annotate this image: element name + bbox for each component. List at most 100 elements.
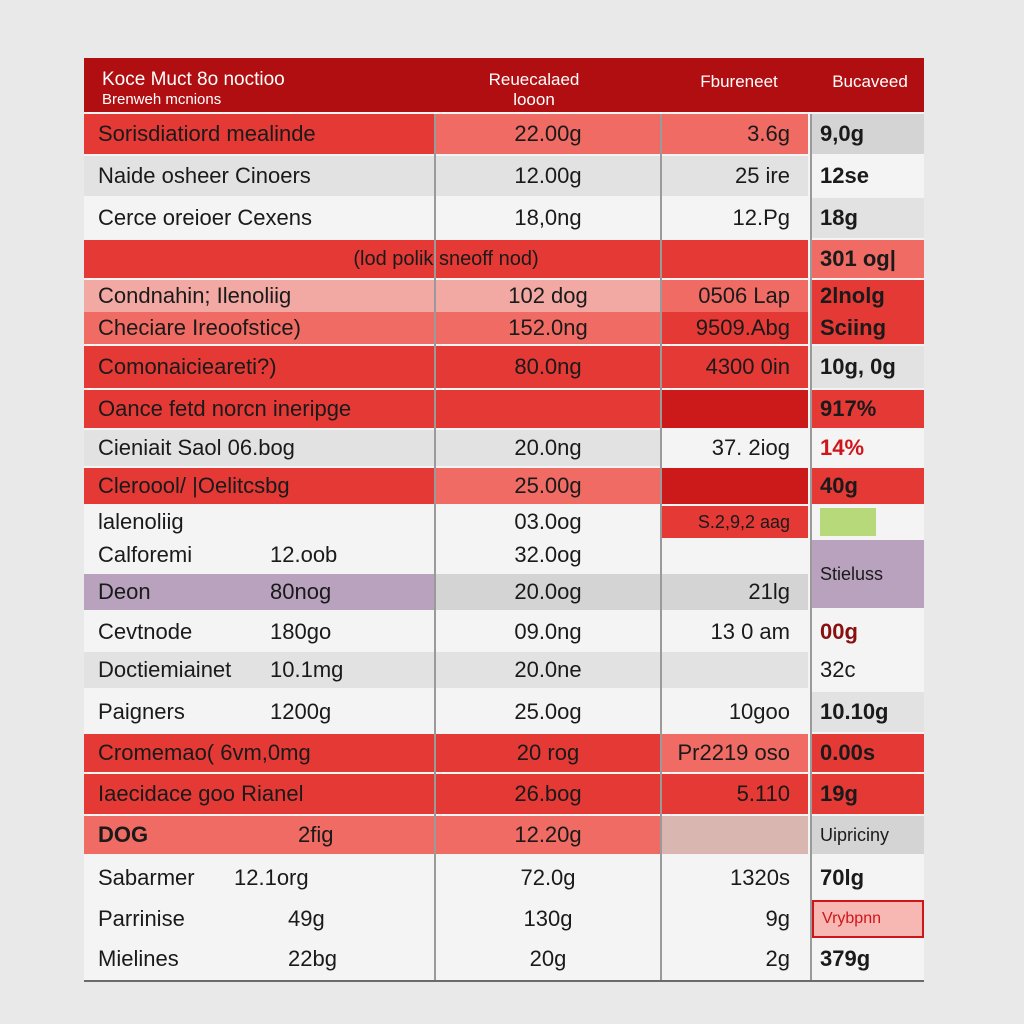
- row-label: Deon 80nog: [84, 574, 434, 610]
- row-label: Cromemao( 6vm,0mg: [84, 734, 434, 772]
- row-value: 20.0ng: [436, 430, 660, 466]
- row-value: 25.0og: [436, 692, 660, 732]
- table-row: Comonaicieareti?) 80.0ng 4300 0in 10g, 0…: [84, 346, 924, 388]
- row-value: 3.6g: [662, 114, 808, 154]
- row-label: Iaecidace goo Rianel: [84, 774, 434, 814]
- table-row: Cleroool/ |Oelitcsbg 25.00g 40g: [84, 468, 924, 504]
- row-value: [662, 816, 808, 854]
- row-value: [662, 468, 808, 504]
- section-row: (lod polik sneoff nod) 301 og|: [84, 240, 924, 278]
- row-label: Cieniait Saol 06.bog: [84, 430, 434, 466]
- row-value: Sciing: [812, 312, 924, 344]
- row-label: Cevtnode 180go: [84, 614, 434, 650]
- table-header: Koce Muct 8o noctioo Brenweh mcnions Reu…: [84, 58, 924, 112]
- header-col2: Reuecalaed looon: [488, 70, 580, 109]
- row-value: 20.0og: [436, 574, 660, 610]
- row-value: 09.0ng: [436, 614, 660, 650]
- table-row: Condnahin; Ilenoliig 102 dog 0506 Lap 2l…: [84, 280, 924, 312]
- table-row: Cieniait Saol 06.bog 20.0ng 37. 2iog 14%: [84, 430, 924, 466]
- status-badge: Uipriciny: [812, 816, 924, 854]
- row-value: [662, 652, 808, 688]
- row-value: 9g: [662, 900, 808, 938]
- row-label: Checiare Ireoofstice): [84, 312, 434, 344]
- row-value: 03.0og: [436, 506, 660, 538]
- table-row: Checiare Ireoofstice) 152.0ng 9509.Abg S…: [84, 312, 924, 344]
- header-col1: Koce Muct 8o noctioo: [102, 69, 285, 90]
- row-label: lalenoliig: [84, 506, 434, 538]
- row-value: 13 0 am: [662, 614, 808, 650]
- row-value: 80.0ng: [436, 346, 660, 388]
- row-label: Paigners 1200g: [84, 692, 434, 732]
- row-label: Sabarmer 12.1org: [84, 858, 434, 898]
- table-row: Naide osheer Cinoers 12.00g 25 ire 12se: [84, 156, 924, 196]
- row-label: Mielines 22bg: [84, 940, 434, 978]
- row-value: 21lg: [662, 574, 808, 610]
- row-label: Cleroool/ |Oelitcsbg: [84, 468, 434, 504]
- row-value: 37. 2iog: [662, 430, 808, 466]
- row-label: Sorisdiatiord mealinde: [84, 114, 434, 154]
- row-value: 22.00g: [436, 114, 660, 154]
- column-divider: [660, 114, 662, 980]
- status-badge: Stieluss: [812, 540, 924, 608]
- row-value: 12.Pg: [662, 198, 808, 238]
- row-label: Cerce oreioer Cexens: [84, 198, 434, 238]
- row-value: 2g: [662, 940, 808, 978]
- row-value: 379g: [812, 940, 924, 978]
- row-value: 40g: [812, 468, 924, 504]
- table-row: Deon 80nog 20.0og 21lg: [84, 574, 924, 610]
- row-label: Naide osheer Cinoers: [84, 156, 434, 196]
- row-value: 20g: [436, 940, 660, 978]
- row-value: 18,0ng: [436, 198, 660, 238]
- row-value: 0506 Lap: [662, 280, 808, 312]
- row-value: 10.10g: [812, 692, 924, 732]
- table-row: Doctiemiainet 10.1mg 20.0ne 32c: [84, 652, 924, 688]
- row-value: Pr2219 oso: [662, 734, 808, 772]
- row-value: 32.0og: [436, 538, 660, 572]
- row-value: 152.0ng: [436, 312, 660, 344]
- table-row: Cromemao( 6vm,0mg 20 rog Pr2219 oso 0.00…: [84, 734, 924, 772]
- header-col3: Fbureneet: [700, 72, 778, 91]
- row-value: [812, 506, 924, 538]
- row-label: DOG 2fig: [84, 816, 434, 854]
- section-row: Oance fetd norcn ineripge 917%: [84, 390, 924, 428]
- row-value: 25 ire: [662, 156, 808, 196]
- section-title: (lod polik sneoff nod): [84, 240, 808, 278]
- row-value: 70lg: [812, 858, 924, 898]
- row-value: 4300 0in: [662, 346, 808, 388]
- row-label: Condnahin; Ilenoliig: [84, 280, 434, 312]
- table-row: Parrinise 49g 130g 9g Vrybpnn: [84, 900, 924, 938]
- row-label: Calforemi 12.oob: [84, 538, 434, 572]
- row-value: S.2,9,2 aag: [662, 506, 808, 538]
- table-row: Sorisdiatiord mealinde 22.00g 3.6g 9,0g: [84, 114, 924, 154]
- nutrition-table: Koce Muct 8o noctioo Brenweh mcnions Reu…: [84, 58, 924, 982]
- table-row: DOG 2fig 12.20g Uipriciny: [84, 816, 924, 854]
- column-divider: [810, 114, 812, 980]
- row-value: 12.20g: [436, 816, 660, 854]
- table-bottom-rule: [84, 980, 924, 982]
- row-label: Parrinise 49g: [84, 900, 434, 938]
- table-row: Calforemi 12.oob 32.0og Stieluss: [84, 538, 924, 608]
- row-value: 2lnolg: [812, 280, 924, 312]
- row-value: 26.bog: [436, 774, 660, 814]
- row-label: Doctiemiainet 10.1mg: [84, 652, 434, 688]
- row-value: 20 rog: [436, 734, 660, 772]
- row-value: 130g: [436, 900, 660, 938]
- table-row: Cerce oreioer Cexens 18,0ng 12.Pg 18g: [84, 198, 924, 238]
- table-row: Paigners 1200g 25.0og 10goo 10.10g: [84, 692, 924, 732]
- row-value: 9509.Abg: [662, 312, 808, 344]
- header-col4: Bucaveed: [832, 72, 908, 91]
- status-swatch: [820, 508, 876, 536]
- table-row: Iaecidace goo Rianel 26.bog 5.110 19g: [84, 774, 924, 814]
- row-value: 14%: [812, 430, 924, 466]
- row-value: [662, 390, 808, 428]
- row-label: Comonaicieareti?): [84, 346, 434, 388]
- row-value: 917%: [812, 390, 924, 428]
- row-value: 20.0ne: [436, 652, 660, 688]
- row-value: 10g, 0g: [812, 346, 924, 388]
- column-divider: [434, 114, 436, 980]
- row-value: 72.0g: [436, 858, 660, 898]
- header-col1-sub: Brenweh mcnions: [102, 91, 222, 108]
- row-value: 18g: [812, 198, 924, 238]
- row-value: 301 og|: [812, 240, 924, 278]
- row-value: 1320s: [662, 858, 808, 898]
